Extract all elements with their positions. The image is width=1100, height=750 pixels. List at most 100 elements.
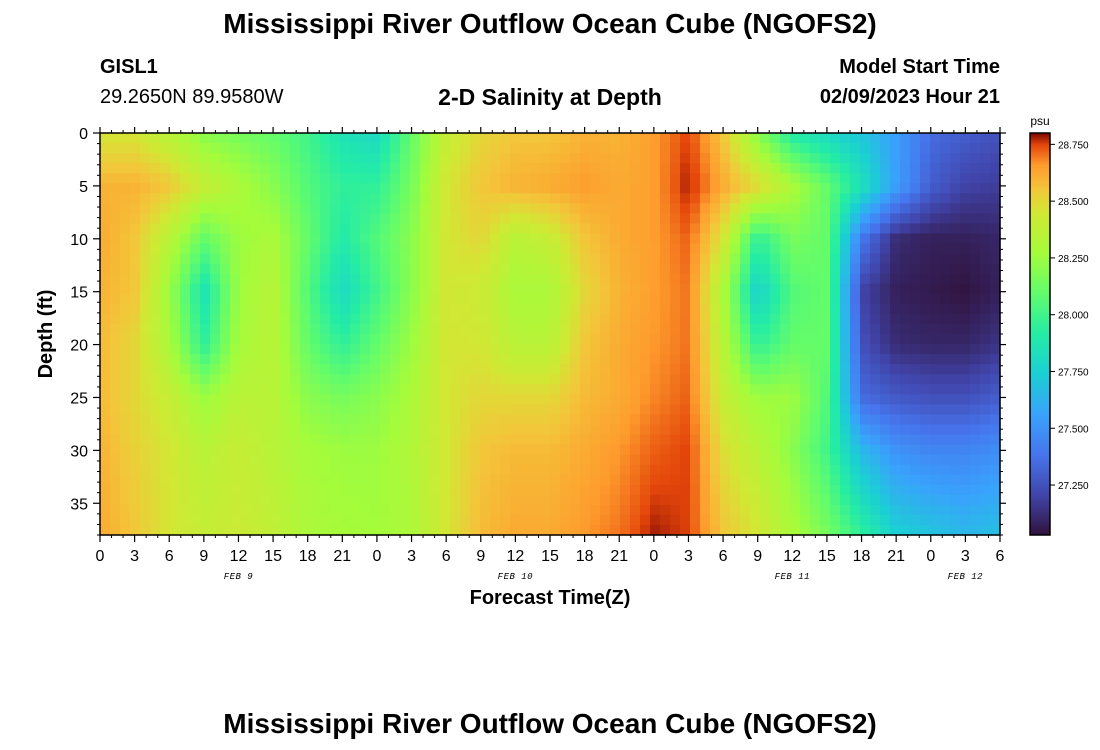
heatmap-cell [780,203,791,214]
heatmap-cell [210,133,221,144]
heatmap-cell [540,354,551,365]
heatmap-cell [720,173,731,184]
heatmap-cell [100,283,111,295]
heatmap-cell [420,203,431,214]
heatmap-cell [890,223,901,235]
heatmap-cell [520,414,531,426]
heatmap-cell [420,163,431,174]
heatmap-cell [210,394,221,405]
heatmap-cell [790,424,801,436]
heatmap-cell [630,243,641,255]
heatmap-cell [790,384,801,395]
heatmap-cell [640,263,651,275]
heatmap-cell [560,233,571,245]
heatmap-cell [230,454,241,466]
heatmap-cell [380,454,391,466]
heatmap-cell [180,193,191,204]
heatmap-cell [870,203,881,214]
heatmap-cell [660,263,671,275]
heatmap-cell [610,404,621,415]
heatmap-cell [360,183,371,194]
heatmap-cell [260,404,271,415]
heatmap-cell [460,474,471,486]
heatmap-cell [460,394,471,405]
heatmap-cell [490,494,501,506]
heatmap-cell [930,354,941,365]
heatmap-cell [300,273,311,285]
heatmap-cell [470,153,481,164]
heatmap-cell [220,243,231,255]
heatmap-cell [650,153,661,164]
heatmap-cell [720,313,731,325]
heatmap-cell [720,474,731,486]
heatmap-cell [890,183,901,194]
heatmap-cell [850,223,861,235]
heatmap-cell [360,394,371,405]
heatmap-cell [960,323,971,335]
heatmap-cell [320,474,331,486]
heatmap-cell [650,203,661,214]
heatmap-cell [770,273,781,285]
heatmap-cell [620,374,631,385]
chart-subtitle: 2-D Salinity at Depth [438,84,662,110]
heatmap-cell [430,364,441,375]
heatmap-cell [740,133,751,144]
heatmap-cell [100,484,111,496]
heatmap-cell [690,243,701,255]
heatmap-cell [990,514,1001,526]
heatmap-cell [360,203,371,214]
heatmap-cell [790,404,801,415]
heatmap-cell [100,293,111,305]
heatmap-cell [510,464,521,476]
heatmap-cell [630,193,641,204]
heatmap-cell [390,163,401,174]
heatmap-cell [740,203,751,214]
heatmap-cell [370,354,381,365]
heatmap-cell [220,283,231,295]
heatmap-cell [710,354,721,365]
heatmap-cell [240,334,251,345]
heatmap-cell [880,434,891,446]
heatmap-cell [810,524,821,536]
heatmap-cell [460,454,471,466]
heatmap-cell [800,414,811,426]
heatmap-cell [820,203,831,214]
heatmap-cell [260,193,271,204]
heatmap-cell [570,424,581,436]
heatmap-cell [370,364,381,375]
heatmap-cell [170,494,181,506]
heatmap-cell [690,514,701,526]
heatmap-cell [610,153,621,164]
heatmap-cell [590,484,601,496]
heatmap-cell [640,233,651,245]
heatmap-cell [720,143,731,154]
heatmap-cell [730,143,741,154]
heatmap-cell [280,404,291,415]
heatmap-cell [370,404,381,415]
heatmap-cell [770,454,781,466]
heatmap-cell [800,313,811,325]
heatmap-cell [990,404,1001,415]
heatmap-cell [750,273,761,285]
heatmap-cell [640,424,651,436]
heatmap-cell [170,203,181,214]
heatmap-cell [270,344,281,355]
heatmap-cell [690,183,701,194]
heatmap-cell [150,344,161,355]
heatmap-cell [430,233,441,245]
heatmap-cell [340,514,351,526]
heatmap-cell [450,313,461,325]
heatmap-cell [310,143,321,154]
heatmap-cell [260,223,271,235]
heatmap-cell [130,424,141,436]
heatmap-cell [440,233,451,245]
heatmap-cell [470,293,481,305]
heatmap-cell [660,273,671,285]
heatmap-cell [340,323,351,335]
heatmap-cell [800,514,811,526]
heatmap-cell [800,454,811,466]
heatmap-cell [830,163,841,174]
heatmap-cell [900,334,911,345]
heatmap-cell [330,323,341,335]
heatmap-cell [900,213,911,225]
